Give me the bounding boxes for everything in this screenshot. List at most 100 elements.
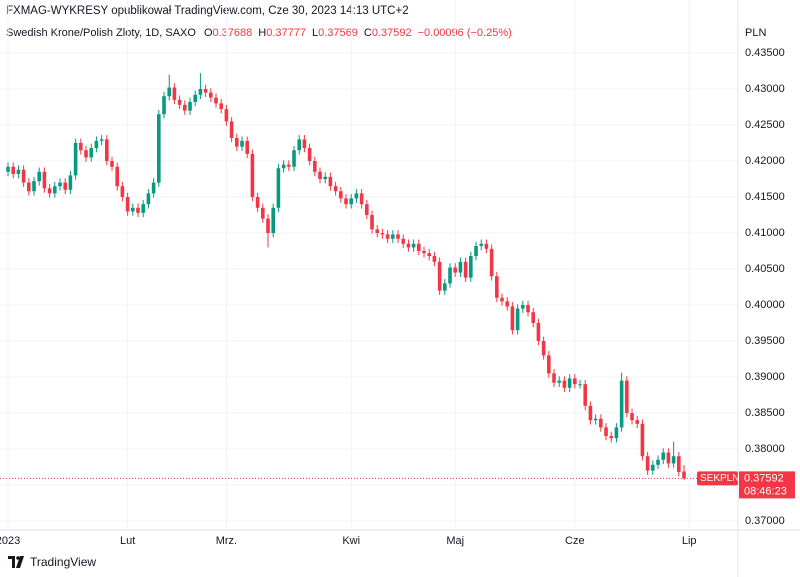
brand-name: TradingView <box>30 555 97 569</box>
candle-body <box>448 267 452 284</box>
candle-body <box>125 196 130 212</box>
candle-body <box>432 256 437 262</box>
candle-body <box>578 384 582 386</box>
x-tick-label: Lut <box>120 535 135 547</box>
candle-body <box>198 88 203 95</box>
candle-body <box>73 142 78 176</box>
symbol-label: SEKPLN <box>700 473 739 484</box>
candle-body <box>640 423 645 457</box>
candle-body <box>21 169 26 183</box>
candle-body <box>94 140 99 149</box>
candle-body <box>521 304 525 309</box>
x-tick-label: Cze <box>565 535 585 547</box>
y-tick-label: 0.41000 <box>745 227 785 239</box>
candle-body <box>323 176 328 179</box>
candle-body <box>63 182 68 190</box>
candle-body <box>422 250 426 254</box>
candle-body <box>115 166 120 187</box>
low-value: 0.37569 <box>318 27 358 39</box>
candle-body <box>177 99 182 105</box>
candle-body <box>292 150 296 167</box>
candle-body <box>6 166 10 172</box>
candle-body <box>505 301 510 307</box>
candle-body <box>489 248 494 277</box>
candle-body <box>27 182 31 192</box>
x-tick-label: Lip <box>682 535 697 547</box>
candle-body <box>562 380 567 388</box>
candle-body <box>287 164 291 167</box>
candle-body <box>354 193 359 199</box>
symbol-legend: Swedish Krone/Polish Zloty, 1D, SAXO O0.3… <box>6 27 518 39</box>
candle-body <box>203 88 208 93</box>
high-value: 0.37777 <box>266 27 306 39</box>
candle-body <box>58 182 62 187</box>
candle-body <box>443 283 447 291</box>
change-value: −0.00096 (−0.25%) <box>417 27 512 39</box>
candle-body <box>162 96 166 115</box>
y-tick-label: 0.39500 <box>745 335 785 347</box>
candle-body <box>567 378 572 388</box>
y-tick-label: 0.40000 <box>745 299 785 311</box>
candle-body <box>333 186 338 192</box>
candle-body <box>510 306 515 331</box>
candle-body <box>339 191 343 199</box>
candle-body <box>266 218 270 233</box>
candle-body <box>302 139 307 149</box>
ohlc-letter: O <box>203 27 213 39</box>
candle-body <box>307 148 312 161</box>
candle-body <box>573 378 577 385</box>
close-value: 0.37592 <box>371 27 412 39</box>
candle-body <box>557 380 562 383</box>
candle-body <box>344 198 348 205</box>
candle-body <box>188 101 192 111</box>
price-label: 0.37592 <box>744 472 784 484</box>
candle-body <box>271 207 276 233</box>
candle-body <box>411 243 416 248</box>
candle-body <box>11 166 16 174</box>
candle-body <box>261 207 265 219</box>
candle-body <box>110 160 114 167</box>
candle-body <box>359 193 364 205</box>
candle-body <box>531 312 536 323</box>
candle-body <box>614 427 619 439</box>
candle-body <box>682 471 686 479</box>
candle-body <box>484 243 489 249</box>
axis-unit: PLN <box>745 27 767 39</box>
candle-body <box>68 175 73 190</box>
y-tick-label: 0.38000 <box>745 443 785 455</box>
brand-icon <box>8 556 24 568</box>
candle-body <box>391 234 395 239</box>
candle-body <box>463 261 468 278</box>
candle-body <box>167 87 172 97</box>
candle-body <box>172 87 177 100</box>
candle-body <box>479 243 484 246</box>
candle-body <box>599 418 603 428</box>
candle-body <box>141 204 146 213</box>
y-tick-label: 0.38500 <box>745 407 785 419</box>
candle-body <box>474 245 478 257</box>
candle-body <box>495 276 499 298</box>
candle-body <box>245 140 250 154</box>
candle-body <box>500 297 504 302</box>
candle-body <box>250 153 255 197</box>
candle-body <box>630 412 634 421</box>
candle-body <box>619 380 624 428</box>
candle-body <box>328 176 333 187</box>
candle-body <box>84 150 88 158</box>
candle-body <box>146 193 151 205</box>
y-tick-label: 0.39000 <box>745 371 785 383</box>
candle-body <box>229 121 234 138</box>
candle-body <box>469 256 473 278</box>
candle-body <box>120 186 125 197</box>
y-tick-label: 0.42000 <box>745 155 785 167</box>
candle-body <box>235 137 239 147</box>
candle-body <box>365 204 369 215</box>
candle-body <box>47 188 52 194</box>
x-tick-label: Kwi <box>342 535 360 547</box>
y-tick-label: 0.43500 <box>745 47 785 59</box>
candle-body <box>645 456 650 471</box>
candle-body <box>99 139 104 141</box>
brand-logo: TradingView <box>8 555 96 569</box>
candle-body <box>609 436 614 439</box>
